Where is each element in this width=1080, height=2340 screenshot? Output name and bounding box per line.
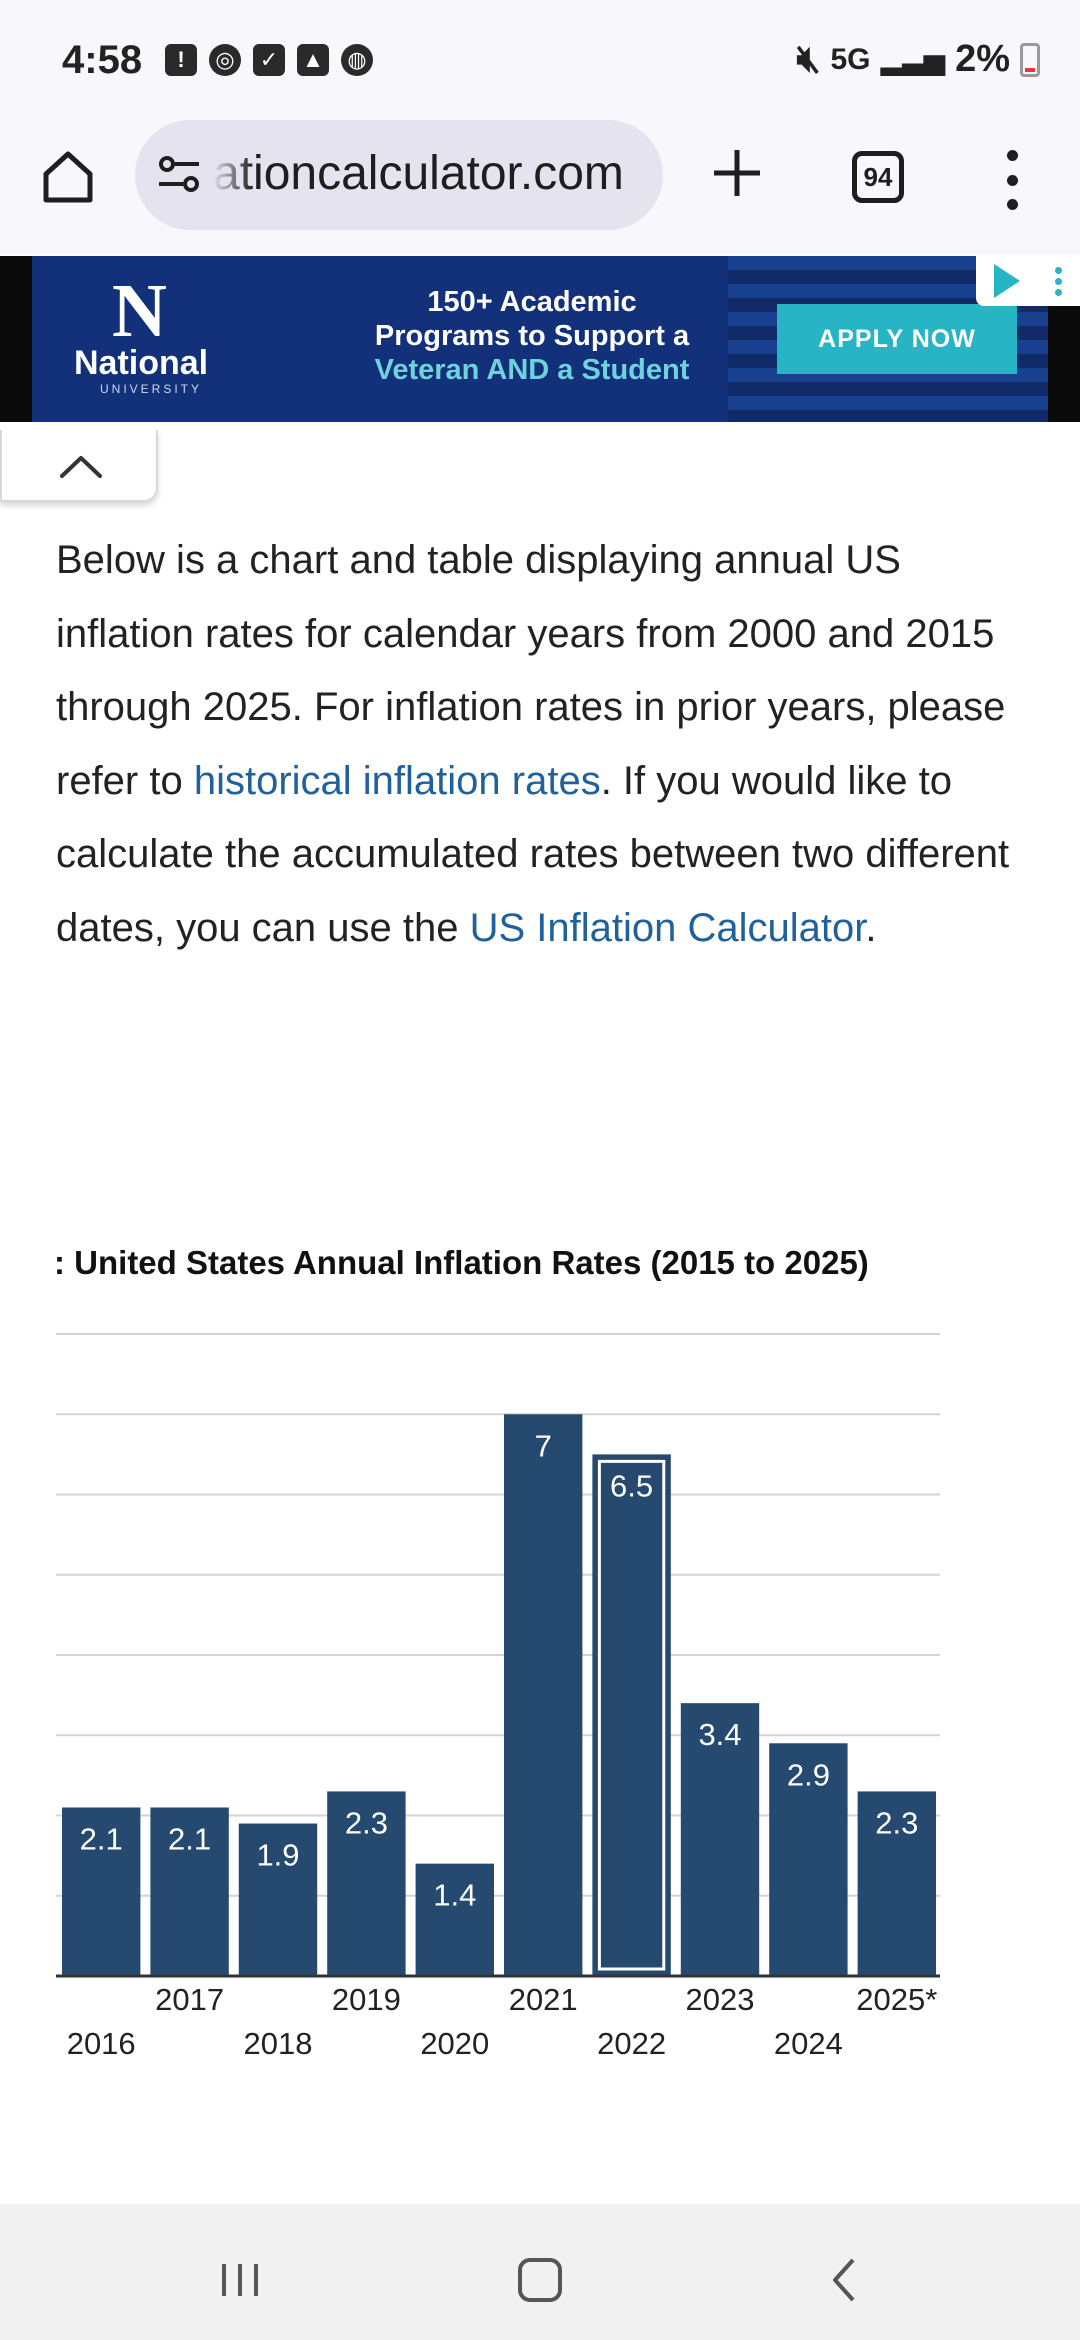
home-icon[interactable] [38,146,98,206]
ball-icon: ◍ [341,44,373,76]
bar-highlight-outline [597,1459,666,1971]
bar-2018 [238,1823,318,1976]
more-menu-icon[interactable] [1000,150,1024,210]
data-label: 2.1 [168,1821,211,1856]
data-label: 2.3 [345,1805,388,1840]
url-text[interactable]: ationcalculator.com [213,147,624,200]
ad-line-3: Veteran AND a Student [374,354,690,386]
x-tick-label: 2020 [420,2026,489,2061]
recent-apps-icon[interactable] [210,2250,270,2310]
ad-logo-sub: UNIVERSITY [100,382,203,396]
collapse-ad-button[interactable] [0,430,158,502]
ad-content[interactable]: N National UNIVERSITY 150+ Academic Prog… [32,256,1048,422]
ad-choices-icon[interactable] [976,256,1080,306]
signal-icon: ▂▃▅ [880,44,946,75]
status-right: 🔇︎ 5G ▂▃▅ 2% [796,38,1040,81]
bar-2025* [857,1791,936,1976]
ad-banner[interactable]: N National UNIVERSITY 150+ Academic Prog… [0,256,1080,422]
gallery-icon: ▲ [297,44,329,76]
new-tab-icon[interactable] [706,142,768,204]
mute-icon: 🔇︎ [796,38,821,80]
data-label: 2.9 [787,1757,830,1792]
chrome-icon: ◎ [209,44,241,76]
x-tick-label: 2016 [67,2026,136,2061]
intro-paragraph: Below is a chart and table displaying an… [56,524,1046,965]
status-time: 4:58 [62,38,143,82]
chevron-up-icon[interactable] [56,450,106,482]
data-label: 6.5 [610,1468,653,1503]
home-nav-icon[interactable] [510,2250,570,2310]
ad-line-1: 150+ Academic [427,286,637,318]
x-tick-label: 2019 [332,1982,401,2017]
bar-2022 [592,1454,671,1976]
x-tick-label: 2021 [509,1982,578,2017]
data-label: 1.4 [433,1878,476,1913]
apply-now-button[interactable]: APPLY NOW [777,304,1017,374]
inflation-bar-chart: 2.1 2.1 1.92.31.476.53.42.92.3 20162017201… [56,1333,940,2061]
bar-2016 [62,1807,141,1976]
network-type: 5G [830,42,871,76]
notification-icons: ! ◎ ✓ ▲ ◍ [165,44,373,76]
chart-x-axis: 2016 2017 2018 2019 2020 2021 2022 2023 2024 2025… [67,1982,938,2061]
data-label: 7 [535,1428,552,1463]
bar-2023 [680,1703,760,1976]
battery-percent: 2% [955,38,1010,80]
bar-2017 [150,1807,229,1976]
intro-text-1: Below is a chart and table displaying an… [56,538,1006,803]
us-inflation-calculator-link[interactable]: US Inflation Calculator [469,905,866,950]
ad-menu-icon[interactable] [1055,266,1063,296]
browser-toolbar: ationcalculator.com 94 [0,120,1080,255]
url-fade [213,140,253,210]
tab-switcher-button[interactable]: 94 [852,151,904,203]
data-label: 1.9 [256,1838,299,1873]
chart-bars: 2.1 2.1 1.9 2.3 1.4 7 6.5 3.4 2.9 2.3 [56,1414,940,1978]
x-tick-label: 2022 [597,2026,666,2061]
ad-line-2: Programs to Support a [374,320,690,352]
address-bar[interactable]: ationcalculator.com [135,120,663,230]
ad-logo-text: National [74,344,209,382]
x-tick-label: 2023 [686,1982,755,2017]
bar-2020 [415,1863,494,1976]
check-icon: ✓ [253,44,285,76]
back-icon[interactable] [815,2250,875,2310]
data-label: 2.3 [875,1805,918,1840]
bar-2021 [504,1414,583,1976]
data-label: 2.1 [80,1821,123,1856]
site-settings-icon[interactable] [155,150,205,200]
x-tick-label: 2018 [244,2026,313,2061]
x-tick-label: 2025* [856,1982,937,2017]
intro-text-3: . [865,905,877,950]
bar-2019 [327,1791,406,1976]
status-bar: 4:58 ! ◎ ✓ ▲ ◍ 🔇︎ 5G ▂▃▅ 2% [0,0,1080,120]
battery-icon [1020,42,1040,77]
chart-title: : United States Annual Inflation Rates (… [54,1244,869,1281]
data-label: 3.4 [698,1717,741,1752]
intro-text-2: . If you would like to calculate the acc… [56,758,1010,950]
x-tick-label: 2024 [774,2026,843,2061]
system-nav-bar [0,2204,1080,2340]
bar-2024 [769,1743,848,1976]
ad-play-icon[interactable] [993,264,1020,298]
x-tick-label: 2017 [155,1982,224,2017]
historical-inflation-rates-link[interactable]: historical inflation rates [193,758,601,803]
national-logo-icon: N [112,269,167,353]
alert-icon: ! [165,44,197,76]
